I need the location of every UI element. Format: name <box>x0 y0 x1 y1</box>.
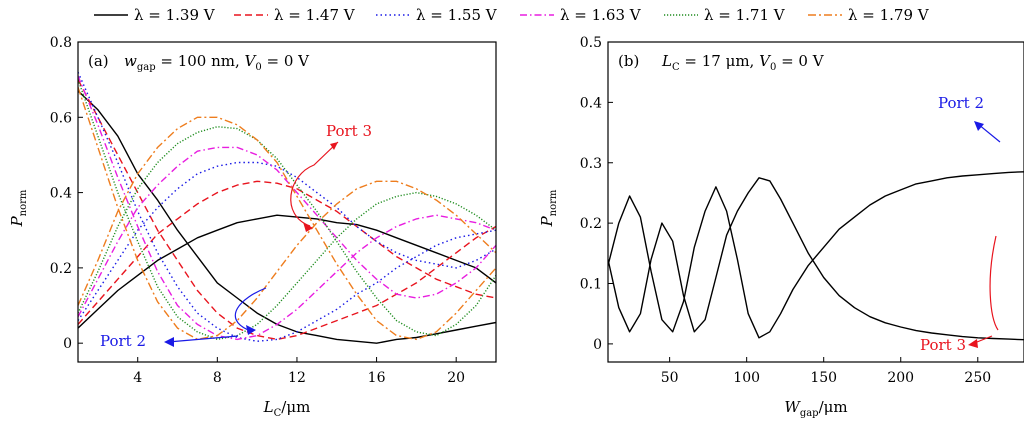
legend: λ = 1.39 V λ = 1.47 V λ = 1.55 V λ = 1.63 V… <box>94 6 930 24</box>
panel-a-series-12 <box>78 86 496 341</box>
panel-b: 0 0.1 0.2 0.3 0.4 0.5 50 100 150 200 250 (b) LC = … <box>538 35 1024 419</box>
panel-a-series-5 <box>78 161 496 321</box>
panel-a-port3-label: Port 3 <box>326 122 372 140</box>
panel-a-port2-arrow <box>167 287 267 343</box>
panel-b-xtick-label-3: 150 <box>810 370 837 386</box>
panel-b-ytick-label-6: 0.5 <box>580 35 602 51</box>
panel-a-series-10 <box>78 79 496 341</box>
panel-a-ytick-label-5: 0.8 <box>50 35 72 51</box>
panel-a-port2-label: Port 2 <box>100 332 146 350</box>
legend-label-6: λ = 1.79 V <box>848 6 930 24</box>
panel-a-series-8 <box>78 75 496 341</box>
panel-b-ylabel: Pnorm <box>538 189 559 227</box>
panel-a-frame <box>77 41 497 363</box>
panel-b-xtick-label-5: 250 <box>964 370 991 386</box>
panel-a-ytick-label-4: 0.6 <box>50 110 72 126</box>
panel-b-port3-label: Port 3 <box>920 336 966 354</box>
legend-label-4: λ = 1.63 V <box>560 6 642 24</box>
panel-b-params: LC = 17 μm, V0 = 0 V <box>661 52 825 73</box>
panel-a-series-3 <box>78 180 496 325</box>
panel-a-port3-arrow <box>290 141 339 227</box>
panel-a-xtick-label-4: 16 <box>368 370 386 386</box>
panel-b-ytick-label-3: 0.2 <box>580 216 602 232</box>
panel-b-series-2 <box>608 171 1024 339</box>
panel-a-params: wgap = 100 nm, V0 = 0 V <box>124 52 310 73</box>
panel-a-series-4 <box>78 79 496 341</box>
panel-b-ytick-label-2: 0.1 <box>580 277 602 293</box>
panel-b-ytick-label-1: 0 <box>593 337 602 353</box>
panel-b-lines <box>608 171 1024 341</box>
panel-a-ytick-label-1: 0 <box>63 336 72 352</box>
panel-b-xtick-label-1: 50 <box>661 370 679 386</box>
panel-a-xlabel: LC/μm <box>263 398 311 419</box>
legend-label-5: λ = 1.71 V <box>704 6 786 24</box>
panel-b-xlabel: Wgap/μm <box>784 398 847 419</box>
panel-a-xtick-label-1: 4 <box>133 370 142 386</box>
panel-b-ytick-label-4: 0.3 <box>580 156 602 172</box>
panel-b-xtick-label-4: 200 <box>887 370 914 386</box>
panel-a-series-9 <box>78 125 496 337</box>
panel-b-ytick-label-5: 0.4 <box>580 95 602 111</box>
legend-label-2: λ = 1.47 V <box>274 6 356 24</box>
panel-b-frame <box>607 41 1024 363</box>
panel-a-series-1 <box>78 214 496 329</box>
panel-a-ticks: 0 0.2 0.4 0.6 0.8 4 8 12 16 20 <box>50 35 465 386</box>
panel-b-ticks: 0 0.1 0.2 0.3 0.4 0.5 50 100 150 200 250 <box>580 35 991 386</box>
panel-b-port2-arrow <box>977 123 1001 143</box>
panel-a-xtick-label-5: 20 <box>447 370 465 386</box>
panel-b-series-1 <box>608 177 1024 341</box>
legend-label-1: λ = 1.39 V <box>134 6 216 24</box>
panel-b-xtick-label-2: 100 <box>733 370 760 386</box>
panel-a-lines <box>78 71 496 344</box>
panel-a-label: (a) <box>88 52 109 70</box>
panel-a-xtick-label-3: 12 <box>288 370 306 386</box>
panel-a-series-7 <box>78 146 496 318</box>
panel-b-label: (b) <box>618 52 639 70</box>
panel-a-ytick-label-2: 0.2 <box>50 261 72 277</box>
panel-b-port3-arrow <box>971 235 999 345</box>
legend-label-3: λ = 1.55 V <box>416 6 498 24</box>
panel-a-series-6 <box>78 71 496 342</box>
panel-b-port2-label: Port 2 <box>938 94 984 112</box>
panel-a-series-11 <box>78 116 496 341</box>
panel-a: 0 0.2 0.4 0.6 0.8 4 8 12 16 20 (a) wgap = 100 nm,… <box>8 35 497 419</box>
panel-a-ylabel: Pnorm <box>8 189 29 227</box>
panel-a-ytick-label-3: 0.4 <box>50 186 72 202</box>
panel-a-xtick-label-2: 8 <box>213 370 222 386</box>
